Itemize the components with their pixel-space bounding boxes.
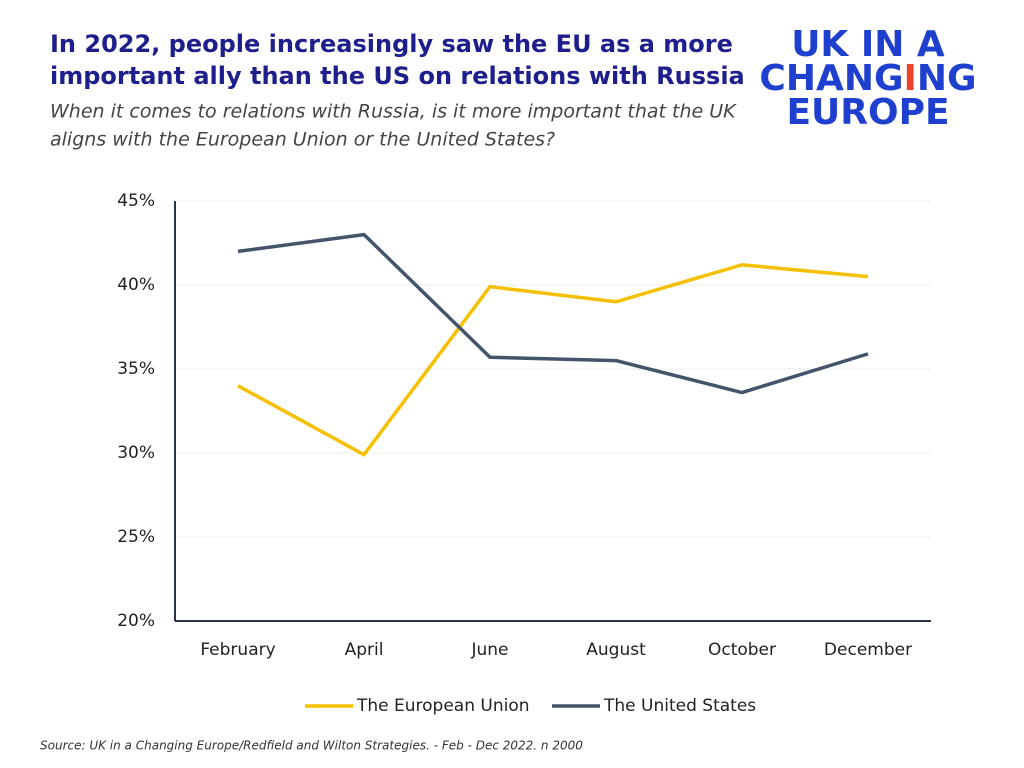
y-tick-label: 45% (117, 191, 155, 211)
x-tick-label: April (345, 640, 384, 660)
legend-label: The European Union (356, 696, 530, 716)
logo-text: NG (917, 58, 977, 99)
legend-label: The United States (603, 696, 756, 716)
x-tick-label: October (708, 640, 776, 660)
logo: UK IN A CHANGING EUROPE (759, 24, 976, 133)
logo-text: UK IN A (791, 24, 945, 65)
x-tick-label: December (824, 640, 912, 660)
y-tick-label: 30% (117, 443, 155, 463)
x-tick-label: August (586, 640, 646, 660)
y-tick-label: 25% (117, 527, 155, 547)
y-tick-label: 35% (117, 359, 155, 379)
y-tick-label: 40% (117, 275, 155, 295)
x-tick-label: February (200, 640, 275, 660)
chart-title: important ally than the US on relations … (50, 62, 745, 90)
series-line (237, 232, 869, 395)
logo-text: EUROPE (786, 92, 949, 133)
series-line (237, 263, 869, 457)
subtitle: When it comes to relations with Russia, … (50, 101, 737, 123)
x-tick-label: June (470, 640, 508, 660)
logo-text: I (904, 58, 917, 99)
logo-text: CHANG (759, 58, 903, 99)
subtitle: aligns with the European Union or the Un… (50, 129, 555, 151)
y-tick-label: 20% (117, 611, 155, 631)
chart-title: In 2022, people increasingly saw the EU … (50, 30, 733, 58)
logo-text: CHANGING (759, 58, 976, 99)
source: Source: UK in a Changing Europe/Redfield… (40, 739, 583, 753)
